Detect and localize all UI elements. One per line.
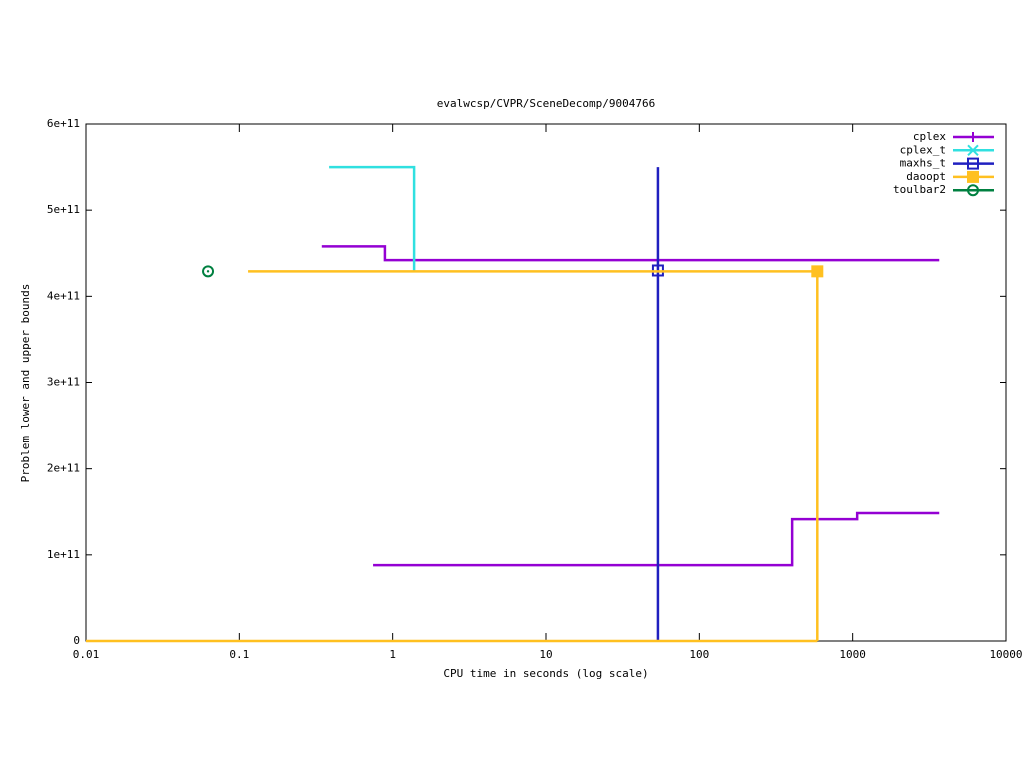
x-tick-label: 10000 <box>989 648 1022 661</box>
legend-label: maxhs_t <box>900 157 946 170</box>
x-tick-label: 10 <box>539 648 552 661</box>
marker-shape <box>967 157 979 170</box>
legend-marker <box>967 144 979 157</box>
marker-shape <box>202 265 215 278</box>
x-tick-label: 1000 <box>839 648 866 661</box>
y-tick-label: 5e+11 <box>47 203 80 216</box>
legend-marker <box>968 132 978 142</box>
legend-marker <box>967 170 979 183</box>
legend-marker <box>967 157 979 170</box>
y-axis-label: Problem lower and upper bounds <box>19 284 32 483</box>
x-tick-label: 1 <box>389 648 396 661</box>
series-line <box>329 165 416 271</box>
marker-shape <box>967 144 979 157</box>
series-line <box>373 511 940 567</box>
marker <box>811 265 824 278</box>
legend-label: cplex <box>913 130 946 143</box>
marker-shape <box>967 170 979 183</box>
legend-label: toulbar2 <box>893 183 946 196</box>
x-tick-label: 0.1 <box>229 648 249 661</box>
x-tick-label: 0.01 <box>73 648 100 661</box>
y-tick-label: 3e+11 <box>47 376 80 389</box>
marker-shape <box>206 270 210 273</box>
y-tick-label: 1e+11 <box>47 548 80 561</box>
series-line <box>321 245 940 262</box>
marker-shape <box>811 265 824 278</box>
y-tick-label: 0 <box>73 634 80 647</box>
marker-shape <box>967 184 979 197</box>
legend-marker <box>967 184 979 197</box>
y-tick-label: 6e+11 <box>47 117 80 130</box>
y-tick-label: 2e+11 <box>47 462 80 475</box>
y-tick-label: 4e+11 <box>47 289 80 302</box>
legend-label: cplex_t <box>900 143 946 156</box>
marker-shape <box>971 189 975 192</box>
marker-shape <box>968 132 978 142</box>
marker <box>202 265 215 278</box>
x-tick-label: 100 <box>689 648 709 661</box>
chart-title: evalwcsp/CVPR/SceneDecomp/9004766 <box>437 97 656 110</box>
x-axis-label: CPU time in seconds (log scale) <box>443 667 648 680</box>
legend-label: daoopt <box>906 170 946 183</box>
